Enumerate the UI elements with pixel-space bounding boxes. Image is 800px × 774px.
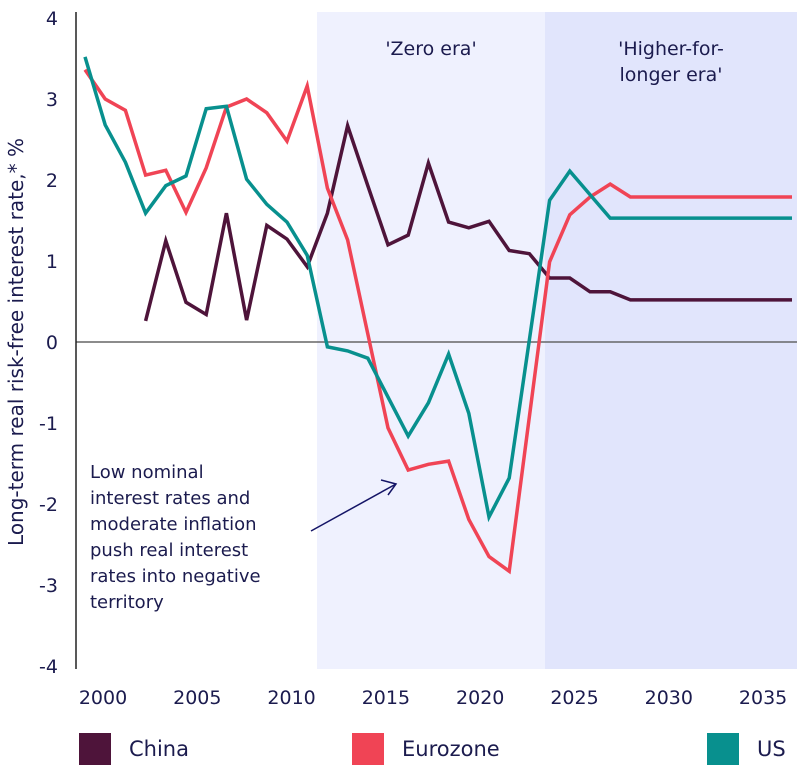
series-line-china (143, 119, 792, 322)
y-tick-label: 2 (46, 170, 58, 192)
series-line-eurozone (83, 68, 792, 575)
y-tick-label: -3 (39, 575, 58, 597)
legend-item-us: US (707, 733, 786, 765)
legend-swatch-china (79, 733, 111, 765)
legend-swatch-eurozone (352, 733, 384, 765)
x-tick-label: 2000 (79, 687, 127, 709)
annotation-line: territory (90, 592, 164, 613)
legend-swatch-us (707, 733, 739, 765)
y-tick-label: -2 (39, 494, 58, 516)
era-label: 'Zero era' (385, 38, 476, 60)
y-tick-label: 0 (46, 332, 58, 354)
legend-label-eurozone: Eurozone (402, 737, 500, 761)
annotation: Low nominal interest rates and moderate in… (90, 462, 261, 613)
x-tick-label: 2015 (362, 687, 410, 709)
y-tick-label: 1 (46, 251, 58, 273)
y-axis-label: Long-term real risk-free interest rate,*… (4, 138, 28, 546)
annotation-line: push real interest (90, 540, 248, 561)
era-band-zero (317, 12, 545, 669)
y-tick-label: 3 (46, 89, 58, 111)
era-label: longer era' (620, 64, 723, 86)
x-tick-label: 2005 (173, 687, 221, 709)
annotation-line: Low nominal (90, 462, 204, 483)
legend-item-eurozone: Eurozone (352, 733, 500, 765)
x-tick-label: 2010 (267, 687, 315, 709)
legend-label-us: US (757, 737, 786, 761)
annotation-line: moderate inflation (90, 514, 257, 535)
era-label: 'Higher-for- (618, 38, 724, 60)
annotation-line: interest rates and (90, 488, 250, 509)
series-line-us (83, 56, 792, 523)
legend-label-china: China (129, 737, 189, 761)
annotation-arrowhead (380, 479, 398, 496)
x-tick-label: 2020 (456, 687, 504, 709)
x-tick-label: 2035 (739, 687, 787, 709)
y-tick-label: -1 (39, 413, 58, 435)
annotation-arrow (310, 483, 397, 532)
annotation-line: rates into negative (90, 566, 261, 587)
x-tick-label: 2030 (645, 687, 693, 709)
legend-item-china: China (79, 733, 189, 765)
era-band-higher-for-longer (545, 12, 797, 669)
x-tick-label: 2025 (550, 687, 598, 709)
y-tick-label: 4 (46, 8, 58, 30)
y-tick-label: -4 (39, 656, 58, 678)
